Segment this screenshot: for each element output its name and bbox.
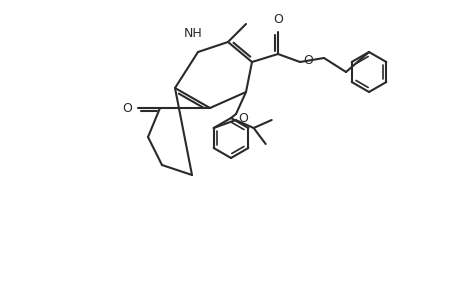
Text: O: O [122, 101, 132, 115]
Text: NH: NH [183, 27, 202, 40]
Text: O: O [238, 112, 248, 124]
Text: O: O [273, 13, 282, 26]
Text: O: O [302, 53, 312, 67]
